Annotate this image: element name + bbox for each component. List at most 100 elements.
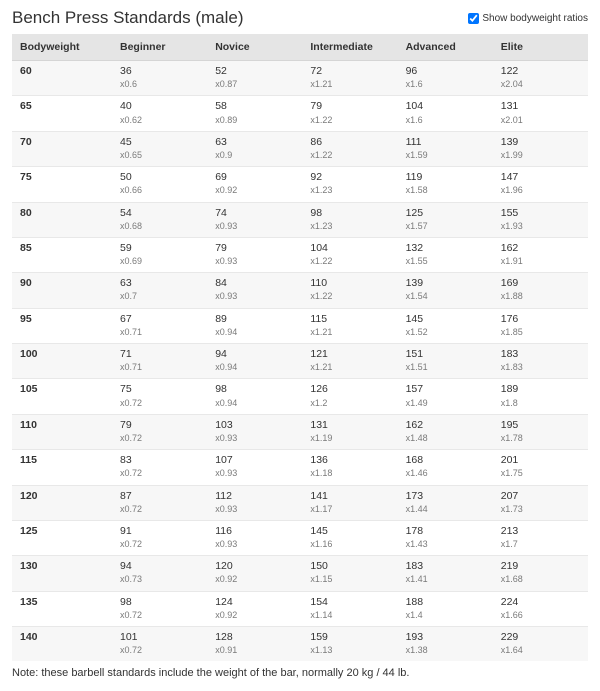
- value-cell: 126x1.2: [302, 379, 397, 414]
- value-cell: 91x0.72: [112, 520, 207, 555]
- value-cell: 207 x1.73: [493, 485, 588, 520]
- lift-value: 224: [501, 596, 519, 608]
- value-cell: 63x0.7: [112, 273, 207, 308]
- value-cell: 188x1.4: [398, 591, 493, 626]
- ratio-value: x0.65: [120, 150, 199, 161]
- lift-value: 229: [501, 631, 519, 643]
- ratio-value: x1.41: [406, 574, 485, 585]
- ratio-value: x1.16: [310, 539, 389, 550]
- value-cell: 178x1.43: [398, 520, 493, 555]
- value-cell: 96x1.6: [398, 61, 493, 96]
- value-cell: 131x1.19: [302, 414, 397, 449]
- value-cell: 151x1.51: [398, 344, 493, 379]
- value-cell: 115x1.21: [302, 308, 397, 343]
- table-header-row: BodyweightBeginnerNoviceIntermediateAdva…: [12, 34, 588, 61]
- lift-value: 72: [310, 65, 322, 77]
- ratio-value: x0.69: [120, 256, 199, 267]
- ratio-value: x1.73: [501, 504, 580, 515]
- ratio-value: x1.93: [501, 221, 580, 232]
- value-cell: 131 x2.01: [493, 96, 588, 131]
- value-cell: 98x0.72: [112, 591, 207, 626]
- lift-value: 104: [310, 242, 328, 254]
- lift-value: 207: [501, 490, 519, 502]
- value-cell: 94 x0.94: [207, 344, 302, 379]
- table-row: 8559x0.6979x0.93104x1.22132x1.55162x1.91: [12, 237, 588, 272]
- ratio-value: x0.94: [215, 398, 294, 409]
- value-cell: 124x0.92: [207, 591, 302, 626]
- lift-value: 112: [215, 490, 232, 502]
- lift-value: 63: [120, 277, 132, 289]
- ratio-value: x0.68: [120, 221, 199, 232]
- ratio-value: x2.01: [501, 115, 580, 126]
- ratio-value: x1.14: [310, 610, 389, 621]
- lift-value: 168: [406, 454, 424, 466]
- lift-value: 131: [310, 419, 328, 431]
- ratio-value: x1.4: [406, 610, 485, 621]
- lift-value: 116: [215, 525, 232, 537]
- ratio-value: x1.17: [310, 504, 389, 515]
- value-cell: 104x1.22: [302, 237, 397, 272]
- ratio-value: x0.71: [120, 327, 199, 338]
- lift-value: 131: [501, 100, 519, 112]
- lift-value: 124: [215, 596, 233, 608]
- lift-value: 94: [215, 348, 227, 360]
- value-cell: 54 x0.68: [112, 202, 207, 237]
- value-cell: 162x1.48: [398, 414, 493, 449]
- ratio-value: x0.89: [215, 115, 294, 126]
- table-row: 6540x0.6258x0.8979x1.22104x1.6131x2.01: [12, 96, 588, 131]
- table-row: 11079x0.72103x0.93131x1.19162x1.48195x1.…: [12, 414, 588, 449]
- value-cell: 74x0.93: [207, 202, 302, 237]
- lift-value: 83: [120, 454, 132, 466]
- ratio-toggle-label: Show bodyweight ratios: [482, 13, 588, 24]
- lift-value: 147: [501, 171, 519, 183]
- ratio-value: x0.92: [215, 185, 294, 196]
- lift-value: 155: [501, 207, 519, 219]
- column-header: Advanced: [398, 34, 493, 61]
- table-body: 6036x0.652x0.8772x1.2196x1.6122x2.046540…: [12, 61, 588, 662]
- value-cell: 63x0.9: [207, 131, 302, 166]
- value-cell: 136x1.18: [302, 450, 397, 485]
- lift-value: 119: [406, 171, 423, 183]
- lift-value: 63: [215, 136, 227, 148]
- ratio-value: x1.21: [310, 362, 389, 373]
- ratio-value: x0.72: [120, 504, 199, 515]
- ratio-toggle[interactable]: Show bodyweight ratios: [468, 13, 588, 24]
- value-cell: 116x0.93: [207, 520, 302, 555]
- value-cell: 75x0.72: [112, 379, 207, 414]
- lift-value: 79: [215, 242, 227, 254]
- ratio-value: x0.94: [215, 362, 294, 373]
- value-cell: 193x1.38: [398, 627, 493, 662]
- lift-value: 40: [120, 100, 132, 112]
- value-cell: 71x0.71: [112, 344, 207, 379]
- lift-value: 71: [120, 348, 132, 360]
- value-cell: 141x1.17: [302, 485, 397, 520]
- bodyweight-cell: 140: [12, 627, 112, 662]
- ratio-value: x0.93: [215, 221, 294, 232]
- ratio-value: x1.64: [501, 645, 580, 656]
- ratio-checkbox[interactable]: [468, 13, 479, 24]
- lift-value: 139: [406, 277, 424, 289]
- bodyweight-cell: 95: [12, 308, 112, 343]
- ratio-value: x0.72: [120, 645, 199, 656]
- ratio-value: x1.6: [406, 79, 485, 90]
- value-cell: 224 x1.66: [493, 591, 588, 626]
- ratio-value: x1.22: [310, 150, 389, 161]
- ratio-value: x1.68: [501, 574, 580, 585]
- ratio-value: x1.51: [406, 362, 485, 373]
- ratio-value: x1.7: [501, 539, 580, 550]
- ratio-value: x1.46: [406, 468, 485, 479]
- lift-value: 111: [406, 136, 422, 148]
- value-cell: 213x1.7: [493, 520, 588, 555]
- table-row: 7550x0.6669x0.9292x1.23119x1.58147x1.96: [12, 167, 588, 202]
- footnote: Note: these barbell standards include th…: [12, 667, 588, 679]
- table-row: 8054x0.6874x0.9398x1.23125x1.57155x1.93: [12, 202, 588, 237]
- value-cell: 189x1.8: [493, 379, 588, 414]
- value-cell: 173x1.44: [398, 485, 493, 520]
- ratio-value: x0.93: [215, 504, 294, 515]
- ratio-value: x1.44: [406, 504, 485, 515]
- lift-value: 150: [310, 560, 328, 572]
- bodyweight-cell: 80: [12, 202, 112, 237]
- ratio-value: x2.04: [501, 79, 580, 90]
- ratio-value: x1.66: [501, 610, 580, 621]
- lift-value: 54: [120, 207, 132, 219]
